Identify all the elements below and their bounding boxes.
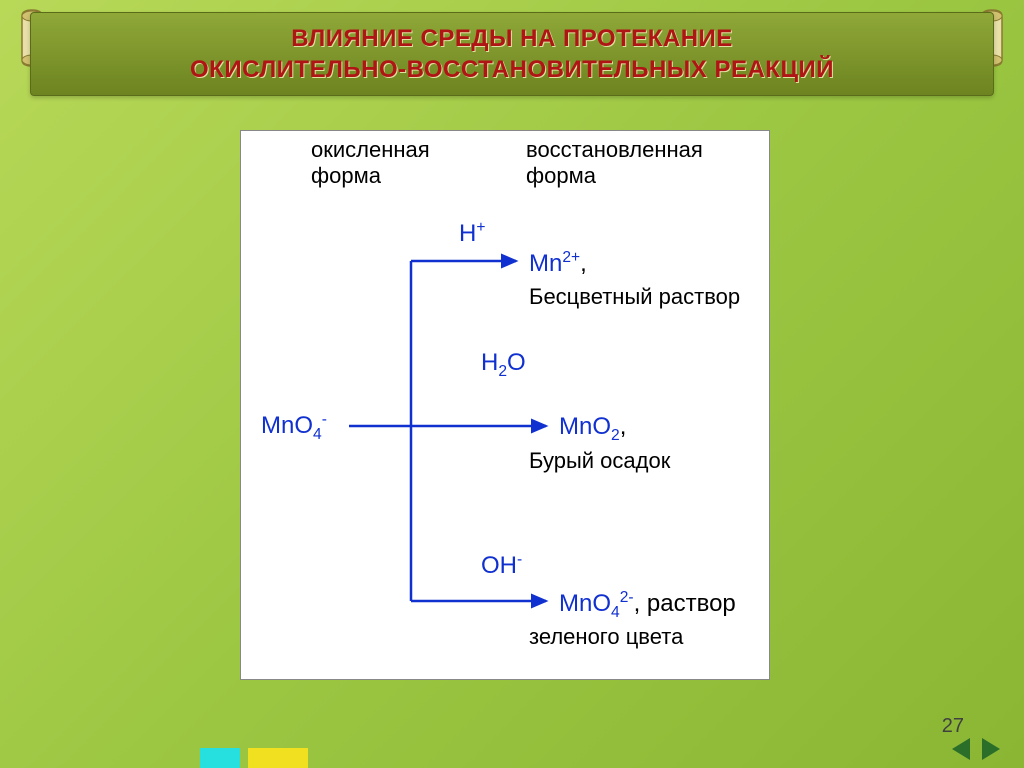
decor-block-cyan bbox=[200, 748, 240, 768]
prev-slide-button[interactable] bbox=[952, 738, 970, 760]
label-oxidized-form: окисленная форма bbox=[311, 137, 430, 190]
description-neutral: Бурый осадок bbox=[529, 447, 670, 475]
description-basic: зеленого цвета bbox=[529, 623, 683, 651]
title-line-1: ВЛИЯНИЕ СРЕДЫ НА ПРОТЕКАНИЕ bbox=[291, 25, 733, 52]
description-acidic: Бесцветный раствор bbox=[529, 283, 740, 311]
product-neutral: MnO2, bbox=[559, 413, 626, 445]
condition-basic: OH- bbox=[481, 551, 522, 580]
title-line-2: ОКИСЛИТЕЛЬНО-ВОССТАНОВИТЕЛЬНЫХ РЕАКЦИЙ bbox=[190, 56, 834, 83]
condition-neutral: H2O bbox=[481, 349, 526, 381]
title-bar: ВЛИЯНИЕ СРЕДЫ НА ПРОТЕКАНИЕ ОКИСЛИТЕЛЬНО… bbox=[30, 12, 994, 96]
label-reduced-form: восстановленная форма bbox=[526, 137, 703, 190]
slide-container: ВЛИЯНИЕ СРЕДЫ НА ПРОТЕКАНИЕ ОКИСЛИТЕЛЬНО… bbox=[0, 0, 1024, 768]
slide-title: ВЛИЯНИЕ СРЕДЫ НА ПРОТЕКАНИЕ ОКИСЛИТЕЛЬНО… bbox=[51, 23, 973, 85]
reaction-diagram: окисленная форма восстановленная форма M… bbox=[240, 130, 770, 680]
start-species: MnO4- bbox=[261, 411, 327, 444]
page-number: 27 bbox=[942, 715, 964, 738]
product-basic: MnO42-, раствор bbox=[559, 589, 736, 622]
product-acidic: Mn2+, bbox=[529, 249, 587, 278]
next-slide-button[interactable] bbox=[982, 738, 1000, 760]
condition-acidic: H+ bbox=[459, 219, 485, 248]
decor-block-yellow bbox=[248, 748, 308, 768]
